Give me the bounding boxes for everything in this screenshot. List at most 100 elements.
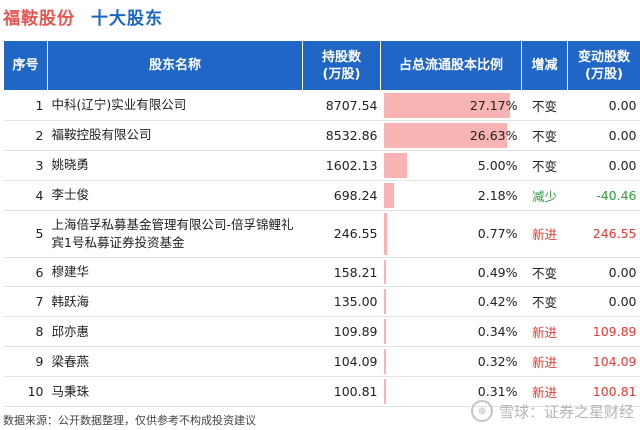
shareholder-name: 姚晓勇: [47, 150, 303, 181]
shares-cell: 135.00: [302, 286, 381, 318]
shares-cell: 1602.13: [302, 150, 381, 181]
change-label: 新进: [531, 385, 557, 401]
change-label: 新进: [531, 325, 557, 341]
ratio-bar: [383, 349, 386, 375]
company-title: 福鞍股份: [3, 8, 75, 29]
ratio-cell: 0.32%: [380, 346, 522, 378]
ratio-cell: 0.34%: [380, 316, 522, 348]
rank-cell: 2: [3, 120, 48, 151]
table-row: 2 福鞍控股有限公司 8532.86 26.63% 不变 0.00: [3, 120, 640, 151]
change-label: 不变: [531, 128, 557, 144]
change-label: 不变: [531, 295, 557, 311]
rank-cell: 8: [3, 316, 48, 348]
change-label: 不变: [531, 158, 557, 174]
data-source-note: 数据来源：公开数据整理，仅供参考不构成投资建议: [3, 414, 256, 427]
ratio-cell: 2.18%: [380, 180, 522, 211]
column-header-shares: 持股数 (万股): [302, 40, 381, 91]
ratio-bar: [383, 319, 386, 345]
shareholder-name: 福鞍控股有限公司: [47, 120, 303, 151]
shares-cell: 158.21: [302, 257, 381, 288]
rank-cell: 3: [3, 150, 48, 181]
brand-text: 雪球：证券之星财经: [498, 402, 634, 421]
delta-cell: 0.00: [567, 90, 640, 121]
shares-cell: 104.09: [302, 346, 381, 378]
shareholder-name: 马秉珠: [47, 376, 303, 408]
shareholder-name: 邱亦惠: [47, 316, 303, 348]
rank-cell: 1: [3, 90, 48, 121]
ratio-bar: [383, 122, 507, 148]
ratio-bar: [383, 212, 388, 255]
ratio-text: 26.63%: [469, 127, 518, 143]
ratio-text: 0.31%: [477, 384, 518, 400]
ratio-cell: 0.77%: [380, 210, 522, 258]
shares-cell: 246.55: [302, 210, 381, 258]
ratio-text: 0.42%: [477, 294, 518, 310]
ratio-bar: [383, 182, 394, 208]
column-header-name: 股东名称: [47, 40, 303, 91]
rank-cell: 4: [3, 180, 48, 211]
change-cell: 不变: [521, 286, 568, 318]
table-row: 6 穆建华 158.21 0.49% 不变 0.00: [3, 257, 640, 288]
ratio-text: 27.17%: [469, 97, 518, 113]
rank-cell: 5: [3, 210, 48, 258]
rank-cell: 7: [3, 286, 48, 318]
table-row: 1 中科(辽宁)实业有限公司 8707.54 27.17% 不变 0.00: [3, 90, 640, 121]
ratio-bar: [383, 152, 407, 178]
rank-cell: 10: [3, 376, 48, 408]
snowball-icon: ❄: [470, 400, 493, 422]
ratio-text: 0.49%: [477, 264, 518, 280]
ratio-cell: 26.63%: [380, 120, 522, 151]
change-cell: 新进: [521, 316, 568, 348]
ratio-bar: [383, 259, 386, 285]
ratio-cell: 5.00%: [380, 150, 522, 181]
change-cell: 新进: [521, 346, 568, 378]
ratio-text: 0.34%: [477, 324, 518, 340]
table-row: 5 上海倍孚私募基金管理有限公司-倍孚锦鲤礼宾1号私募证券投资基金 246.55 0.…: [3, 210, 640, 258]
column-header-rank: 序号: [3, 40, 48, 91]
column-header-delta: 变动股数 (万股): [567, 40, 640, 91]
shareholder-name: 韩跃海: [47, 286, 303, 318]
change-label: 新进: [531, 355, 557, 371]
delta-cell: 0.00: [567, 257, 640, 288]
table-header-row: 序号 股东名称 持股数 (万股) 占总流通股本比例 增减 变动股数 (万股): [3, 40, 640, 91]
change-label: 不变: [531, 98, 557, 114]
ratio-text: 0.77%: [477, 226, 518, 242]
shareholder-name: 梁春燕: [47, 346, 303, 378]
change-cell: 不变: [521, 90, 568, 121]
ratio-bar: [383, 379, 386, 405]
change-cell: 减少: [521, 180, 568, 211]
rank-cell: 9: [3, 346, 48, 378]
change-label: 新进: [531, 227, 557, 243]
brand-watermark: ❄ 雪球：证券之星财经: [470, 400, 634, 422]
table-row: 10 马秉珠 100.81 0.31% 新进 100.81: [3, 376, 640, 408]
column-header-ratio: 占总流通股本比例: [380, 40, 522, 91]
shareholder-name: 上海倍孚私募基金管理有限公司-倍孚锦鲤礼宾1号私募证券投资基金: [47, 210, 303, 258]
delta-cell: 109.89: [567, 316, 640, 348]
ratio-cell: 0.42%: [380, 286, 522, 318]
table-row: 3 姚晓勇 1602.13 5.00% 不变 0.00: [3, 150, 640, 181]
table-row: 7 韩跃海 135.00 0.42% 不变 0.00: [3, 286, 640, 318]
change-label: 不变: [531, 265, 557, 281]
change-cell: 不变: [521, 257, 568, 288]
shares-cell: 698.24: [302, 180, 381, 211]
title-bar: 福鞍股份 十大股东: [3, 2, 163, 30]
shareholder-name: 中科(辽宁)实业有限公司: [47, 90, 303, 121]
ratio-text: 5.00%: [477, 157, 518, 173]
delta-cell: 100.81: [567, 376, 640, 408]
ratio-text: 2.18%: [477, 187, 518, 203]
table-row: 4 李士俊 698.24 2.18% 减少 -40.46: [3, 180, 640, 211]
ratio-cell: 27.17%: [380, 90, 522, 121]
shares-cell: 8707.54: [302, 90, 381, 121]
section-title: 十大股东: [91, 8, 163, 29]
change-cell: 新进: [521, 210, 568, 258]
ratio-text: 0.32%: [477, 354, 518, 370]
delta-cell: 246.55: [567, 210, 640, 258]
ratio-cell: 0.49%: [380, 257, 522, 288]
delta-cell: 104.09: [567, 346, 640, 378]
ratio-cell: 0.31%: [380, 376, 522, 408]
column-header-change: 增减: [521, 40, 568, 91]
ratio-bar: [383, 289, 386, 315]
shareholder-name: 穆建华: [47, 257, 303, 288]
change-cell: 不变: [521, 150, 568, 181]
table-body: 1 中科(辽宁)实业有限公司 8707.54 27.17% 不变 0.00 2 福鞍控股有限公…: [3, 90, 640, 408]
